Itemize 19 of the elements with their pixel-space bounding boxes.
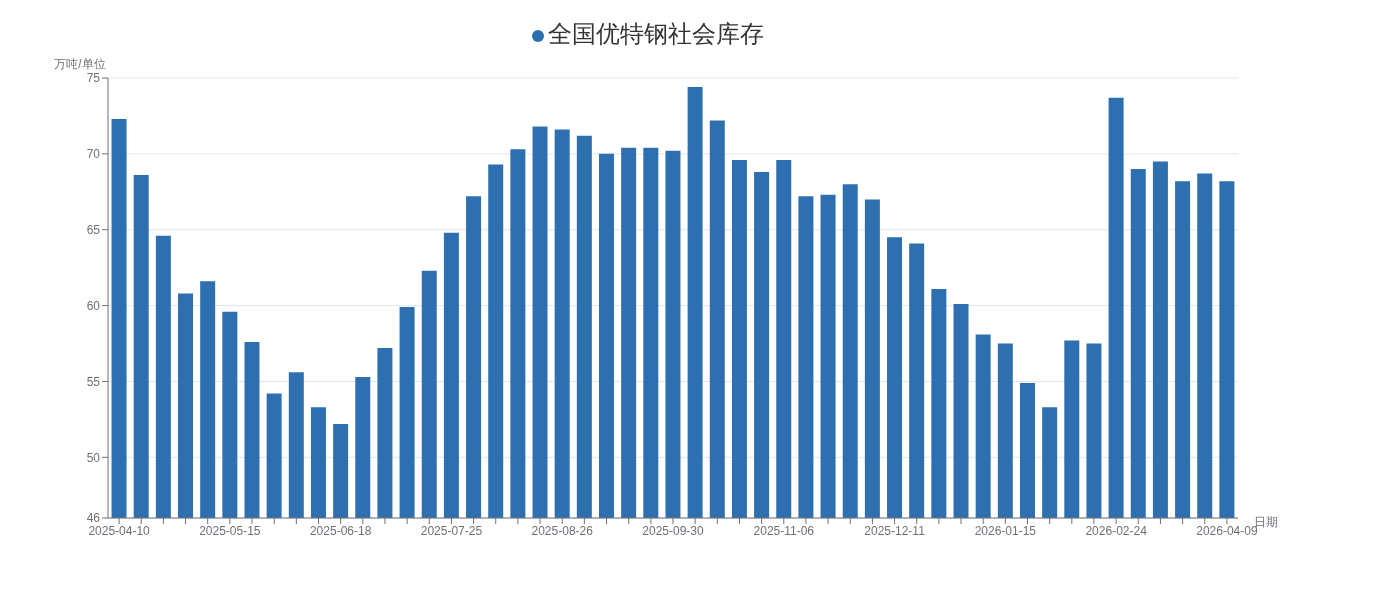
y-tick-label: 60 [86,298,101,313]
x-tick-label: 2025-12-11 [864,523,926,538]
y-axis-title: 万吨/单位 [54,57,106,71]
y-tick-label: 75 [86,71,101,86]
y-tick-label: 55 [86,374,101,389]
x-tick-label: 2026-01-15 [974,523,1037,538]
x-tick-label: 2025-08-26 [531,523,594,538]
y-tick-label: 46 [86,511,101,526]
x-tick-label: 2026-02-24 [1085,523,1148,538]
y-tick-label: 65 [86,222,101,237]
x-tick-label: 2025-06-18 [309,523,372,538]
y-tick-label: 70 [86,147,101,162]
x-tick-label: 2025-04-10 [88,523,151,538]
x-tick-label: 2025-11-06 [753,523,815,538]
x-tick-label: 2025-09-30 [642,523,705,538]
legend-label: 全国优特钢社会库存 [548,20,764,47]
x-tick-label: 2025-07-25 [420,523,483,538]
y-tick-label: 50 [86,450,101,465]
x-tick-label: 2025-05-15 [199,523,261,538]
